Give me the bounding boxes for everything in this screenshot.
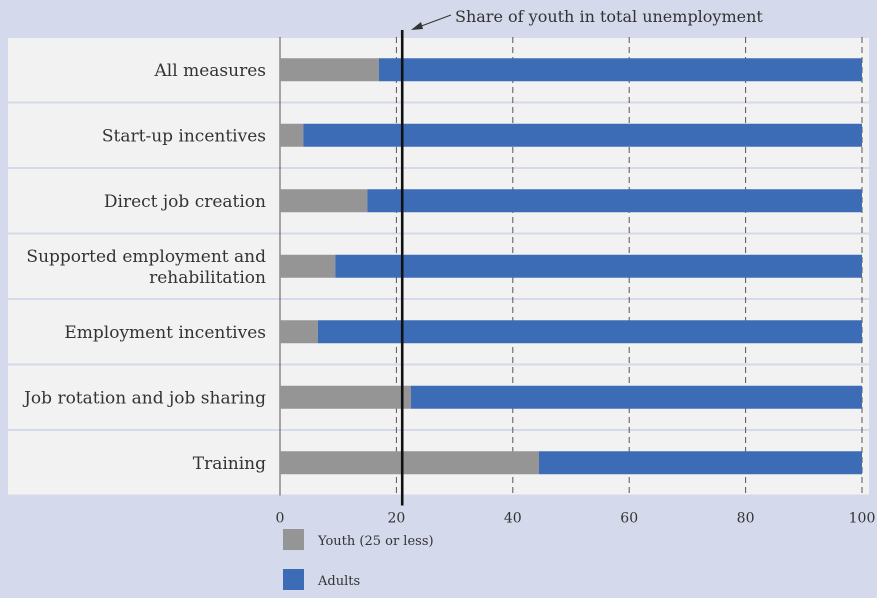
category-label: Employment incentives bbox=[64, 323, 266, 343]
bar-adults bbox=[378, 58, 862, 82]
category-label: All measures bbox=[154, 61, 266, 81]
reference-line-label: Share of youth in total unemployment bbox=[455, 7, 763, 26]
x-tick-label: 40 bbox=[504, 511, 522, 527]
bar-youth bbox=[280, 385, 411, 409]
legend-swatch bbox=[283, 529, 304, 550]
x-tick-label: 0 bbox=[276, 511, 285, 527]
x-tick-label: 60 bbox=[620, 511, 638, 527]
x-axis-ticks: 0 20 40 60 80 100 bbox=[276, 511, 876, 527]
bar-youth bbox=[280, 320, 318, 344]
category-label: Start-up incentives bbox=[102, 126, 266, 146]
bar-youth bbox=[280, 58, 379, 82]
bar-adults bbox=[303, 123, 862, 147]
category-label: Direct job creation bbox=[104, 192, 266, 212]
reference-line-group: Share of youth in total unemployment bbox=[400, 7, 763, 506]
legend: Youth (25 or less) Adults bbox=[283, 529, 434, 590]
category-label: Supported employment and bbox=[26, 247, 266, 267]
category-label: Job rotation and job sharing bbox=[22, 388, 266, 408]
x-tick-label: 100 bbox=[849, 511, 876, 527]
category-labels: All measures Start-up incentives Direct jo… bbox=[22, 61, 266, 474]
x-tick-label: 80 bbox=[737, 511, 755, 527]
bar-adults bbox=[335, 254, 862, 278]
bar-adults bbox=[410, 385, 862, 409]
bar-adults bbox=[367, 189, 862, 213]
bar-youth bbox=[280, 254, 336, 278]
bar-adults bbox=[538, 451, 862, 475]
legend-label: Youth (25 or less) bbox=[317, 534, 434, 549]
annotation-arrowhead bbox=[411, 22, 423, 30]
bar-youth bbox=[280, 123, 304, 147]
x-tick-label: 20 bbox=[387, 511, 405, 527]
bar-adults bbox=[317, 320, 863, 344]
legend-label: Adults bbox=[317, 574, 360, 589]
bar-youth bbox=[280, 451, 539, 475]
bar-youth bbox=[280, 189, 368, 213]
bars bbox=[280, 58, 863, 475]
category-label: rehabilitation bbox=[149, 268, 266, 288]
category-label: Training bbox=[193, 454, 266, 474]
legend-swatch bbox=[283, 569, 304, 590]
